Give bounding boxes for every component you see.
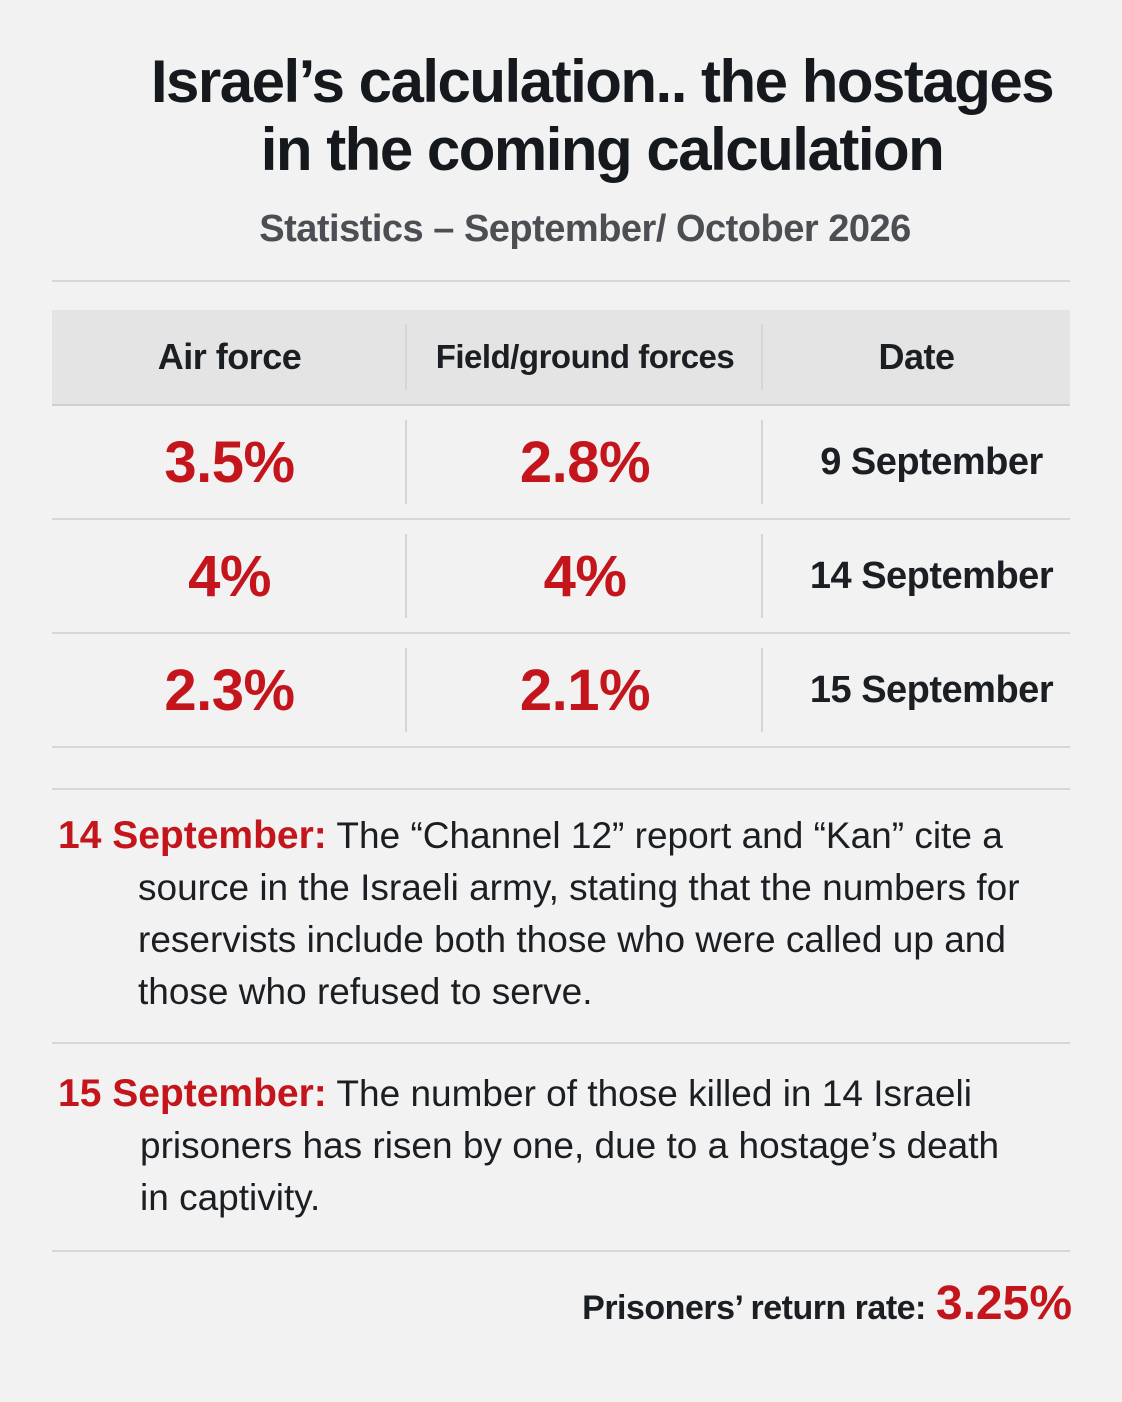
row-date: 15 September — [809, 668, 1054, 711]
column-header-date: Date — [878, 336, 955, 377]
note-first-text: The “Channel 12” report and “Kan” cite a — [336, 815, 1003, 856]
ground-forces-value: 4% — [407, 520, 763, 632]
note-date-label: 14 September: — [58, 814, 327, 857]
title-line-2: in the coming calculation — [260, 116, 945, 183]
note-body: prisoners has risen by one, due to a hos… — [140, 1125, 1000, 1218]
note-15-september: 15 September: The number of those killed… — [58, 1068, 1068, 1224]
note-first-line: 15 September: The number of those killed… — [58, 1068, 1068, 1120]
note-body: source in the Israeli army, stating that… — [138, 867, 1020, 1012]
page-title: Israel’s calculation.. the hostages in t… — [52, 48, 1122, 184]
row-date: 14 September — [809, 554, 1054, 597]
ground-forces-value: 2.8% — [407, 406, 763, 518]
air-force-value: 2.3% — [52, 634, 407, 746]
row-date: 9 September — [820, 440, 1043, 483]
table-row: 4% 4% 14 September — [52, 520, 1070, 634]
note-date-label: 15 September: — [58, 1072, 327, 1115]
ground-forces-value: 2.1% — [407, 634, 763, 746]
column-header-ground-forces: Field/ground forces — [407, 310, 763, 404]
divider-notes-middle — [52, 1042, 1070, 1044]
column-header-air-force: Air force — [52, 310, 407, 404]
title-line-1: Israel’s calculation.. the hostages — [150, 48, 1055, 115]
note-first-line: 14 September: The “Channel 12” report an… — [58, 810, 1068, 862]
note-14-september: 14 September: The “Channel 12” report an… — [58, 810, 1068, 1018]
return-rate-value: 3.25% — [935, 1277, 1072, 1330]
air-force-value: 4% — [52, 520, 407, 632]
table-row: 3.5% 2.8% 9 September — [52, 406, 1070, 520]
note-first-text: The number of those killed in 14 Israeli — [336, 1073, 972, 1114]
return-rate: Prisoners’ return rate: 3.25% — [582, 1276, 1072, 1331]
air-force-value: 3.5% — [52, 406, 407, 518]
divider-top — [52, 280, 1070, 282]
divider-notes-top — [52, 788, 1070, 790]
page-subtitle: Statistics – September/ October 2026 — [259, 208, 911, 250]
table-row: 2.3% 2.1% 15 September — [52, 634, 1070, 748]
divider-bottom — [52, 1250, 1070, 1252]
table-header-row: Air force Field/ground forces Date — [52, 310, 1070, 406]
return-rate-label: Prisoners’ return rate: — [582, 1289, 926, 1327]
stats-table: Air force Field/ground forces Date 3.5% … — [52, 310, 1070, 748]
